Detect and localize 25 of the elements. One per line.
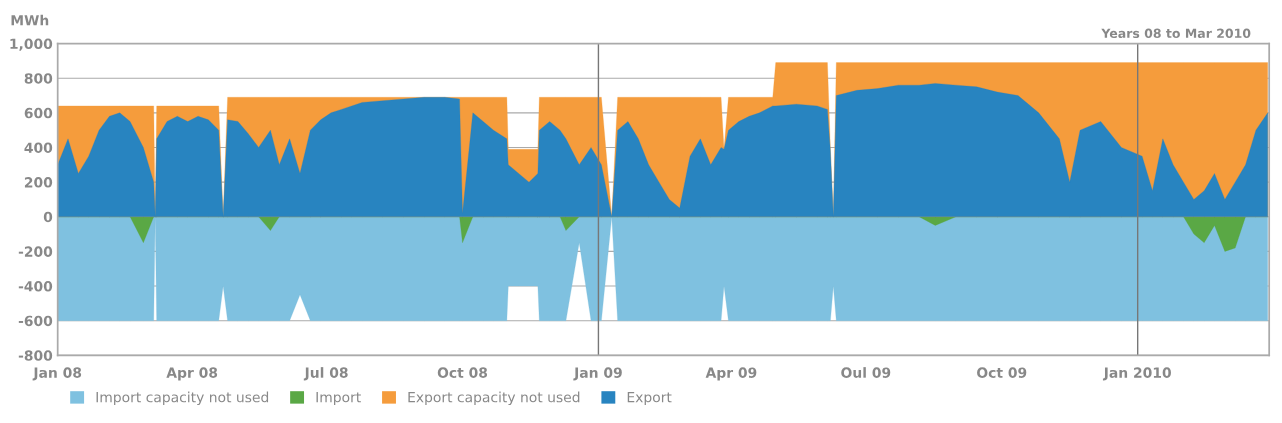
y-tick-label: 200 bbox=[24, 177, 53, 188]
y-tick-label: 1,000 bbox=[10, 38, 53, 51]
y-tick-label: -200 bbox=[18, 246, 53, 257]
x-tick-label: Oct 08 bbox=[437, 367, 488, 378]
legend-label: Export bbox=[627, 392, 672, 406]
y-axis-title: MWh bbox=[11, 14, 49, 26]
legend-label: Import bbox=[316, 392, 361, 406]
x-tick-label: Oct 09 bbox=[977, 367, 1027, 378]
text: Years 08 to Mar 2010 bbox=[1101, 28, 1251, 39]
y-tick-label: -800 bbox=[18, 350, 53, 361]
x-tick-label: Jan 08 bbox=[32, 367, 82, 381]
y-tick-label: -400 bbox=[18, 281, 53, 292]
x-tick-label: Oul 09 bbox=[841, 367, 891, 378]
y-tick-label: 400 bbox=[24, 142, 53, 153]
y-tick-label: -600 bbox=[18, 315, 53, 327]
x-tick-label: Jul 08 bbox=[303, 367, 348, 381]
x-tick-label: Apr 08 bbox=[166, 367, 218, 381]
y-tick-label: 600 bbox=[24, 107, 53, 119]
x-tick-label: Apr 09 bbox=[705, 367, 757, 381]
legend-label: Import capacity not used bbox=[96, 391, 269, 406]
legend-label: Export capacity not used bbox=[408, 391, 580, 406]
x-tick-label: Jan 09 bbox=[573, 367, 622, 381]
x-tick-label: Jan 2010 bbox=[1102, 367, 1171, 381]
y-tick-label: 0 bbox=[43, 211, 53, 223]
y-tick-label: 800 bbox=[24, 73, 53, 84]
